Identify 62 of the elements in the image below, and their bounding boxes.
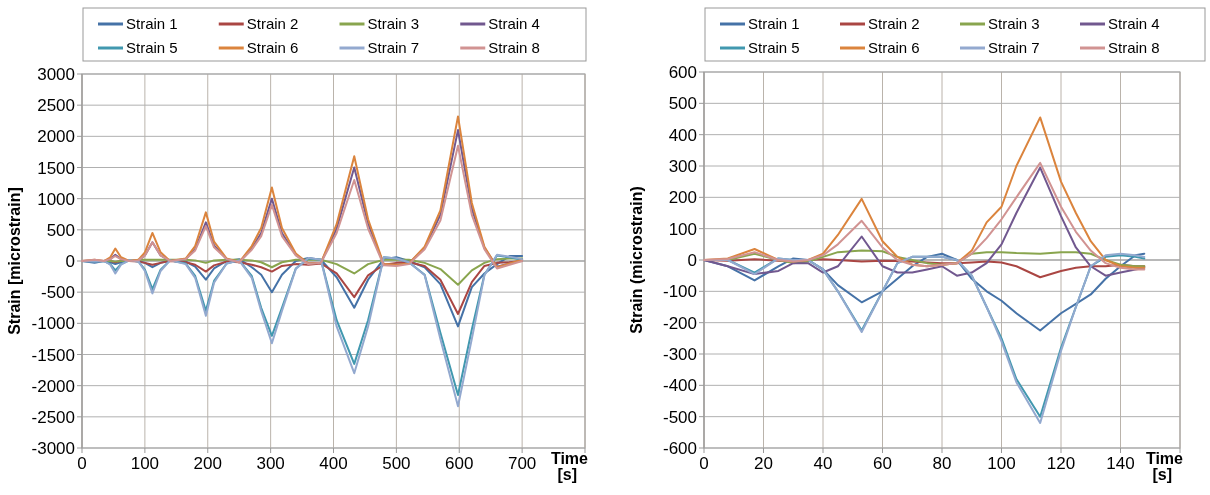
legend-label: Strain 5 (748, 39, 800, 56)
legend-label: Strain 1 (126, 15, 178, 32)
y-tick-label: -1000 (31, 314, 75, 334)
legend-label: Strain 7 (988, 39, 1040, 56)
y-tick-label: 600 (668, 63, 697, 82)
y-tick-label: -300 (662, 345, 697, 364)
x-tick-label: 700 (507, 454, 537, 473)
x-tick-label: 140 (1106, 454, 1135, 473)
legend-label: Strain 5 (126, 39, 178, 56)
legend-label: Strain 2 (246, 15, 299, 32)
x-axis-title: Time [s] (1145, 450, 1184, 483)
y-tick-label: 1000 (37, 189, 75, 209)
y-tick-label: 500 (46, 220, 75, 240)
x-tick-label: 100 (987, 454, 1016, 473)
y-axis-title: Strain [microstrain] (6, 187, 23, 335)
x-tick-label: 80 (932, 454, 952, 473)
y-tick-label: -1500 (31, 345, 75, 365)
x-tick-label: 0 (77, 454, 87, 473)
y-tick-label: 200 (668, 188, 697, 208)
y-tick-label: -500 (40, 283, 75, 303)
legend-label: Strain 1 (748, 15, 800, 32)
x-tick-label: 400 (319, 454, 348, 473)
legend-label: Strain 7 (367, 39, 420, 56)
y-tick-label: -400 (662, 376, 697, 396)
legend-label: Strain 2 (868, 15, 920, 32)
legend-label: Strain 6 (868, 39, 920, 56)
legend-label: Strain 4 (488, 15, 540, 32)
legend-label: Strain 4 (1108, 15, 1160, 32)
y-tick-label: 0 (65, 252, 75, 271)
x-tick-label: 500 (382, 454, 411, 473)
x-tick-label: 100 (130, 454, 160, 473)
legend-label: Strain 6 (246, 39, 299, 56)
legend-label: Strain 3 (988, 15, 1040, 32)
y-tick-label: -2500 (31, 407, 75, 427)
legend-label: Strain 3 (367, 15, 420, 32)
x-tick-label: 300 (256, 454, 285, 473)
x-tick-label: 120 (1046, 454, 1076, 473)
x-tick-label: 600 (445, 454, 474, 473)
y-tick-label: 2000 (37, 127, 75, 147)
y-tick-label: -500 (662, 407, 697, 427)
y-tick-label: -100 (662, 282, 697, 302)
x-tick-label: 20 (754, 454, 773, 473)
y-tick-label: 2500 (37, 96, 75, 116)
y-tick-label: -200 (662, 313, 697, 333)
y-tick-label: 1500 (37, 158, 75, 178)
y-tick-label: 500 (668, 94, 697, 114)
y-tick-label: 0 (687, 251, 697, 270)
x-axis-title: Time [s] (550, 450, 589, 483)
y-tick-label: 100 (668, 219, 697, 239)
y-tick-label: 400 (668, 125, 697, 145)
legend-label: Strain 8 (488, 39, 540, 56)
y-tick-label: 3000 (37, 65, 75, 84)
y-axis-title: Strain (microstrain) (628, 186, 645, 334)
y-tick-label: -2000 (31, 376, 75, 396)
x-tick-label: 40 (813, 454, 833, 473)
x-tick-label: 0 (699, 454, 709, 473)
legend-label: Strain 8 (1108, 39, 1160, 56)
y-tick-label: -3000 (31, 439, 75, 458)
y-tick-label: 300 (668, 157, 697, 176)
y-tick-label: -600 (662, 439, 697, 458)
x-tick-label: 60 (873, 454, 892, 473)
x-tick-label: 200 (193, 454, 222, 473)
